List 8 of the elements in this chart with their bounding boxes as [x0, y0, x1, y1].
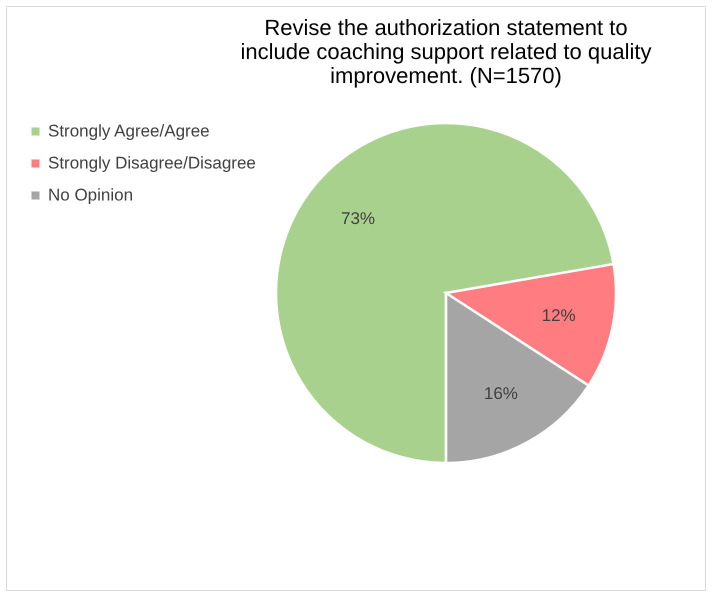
pie-slice	[274, 122, 615, 464]
chart-title: Revise the authorization statement to include coaching support related to quality improvement. (N=1570)	[240, 15, 652, 88]
data-label: 73%	[341, 208, 376, 228]
data-label: 12%	[542, 306, 576, 326]
data-label: 16%	[484, 384, 518, 404]
legend-label: Strongly Disagree/Disagree	[48, 154, 256, 172]
legend-label: No Opinion	[48, 186, 134, 204]
legend-label: Strongly Agree/Agree	[48, 122, 210, 140]
